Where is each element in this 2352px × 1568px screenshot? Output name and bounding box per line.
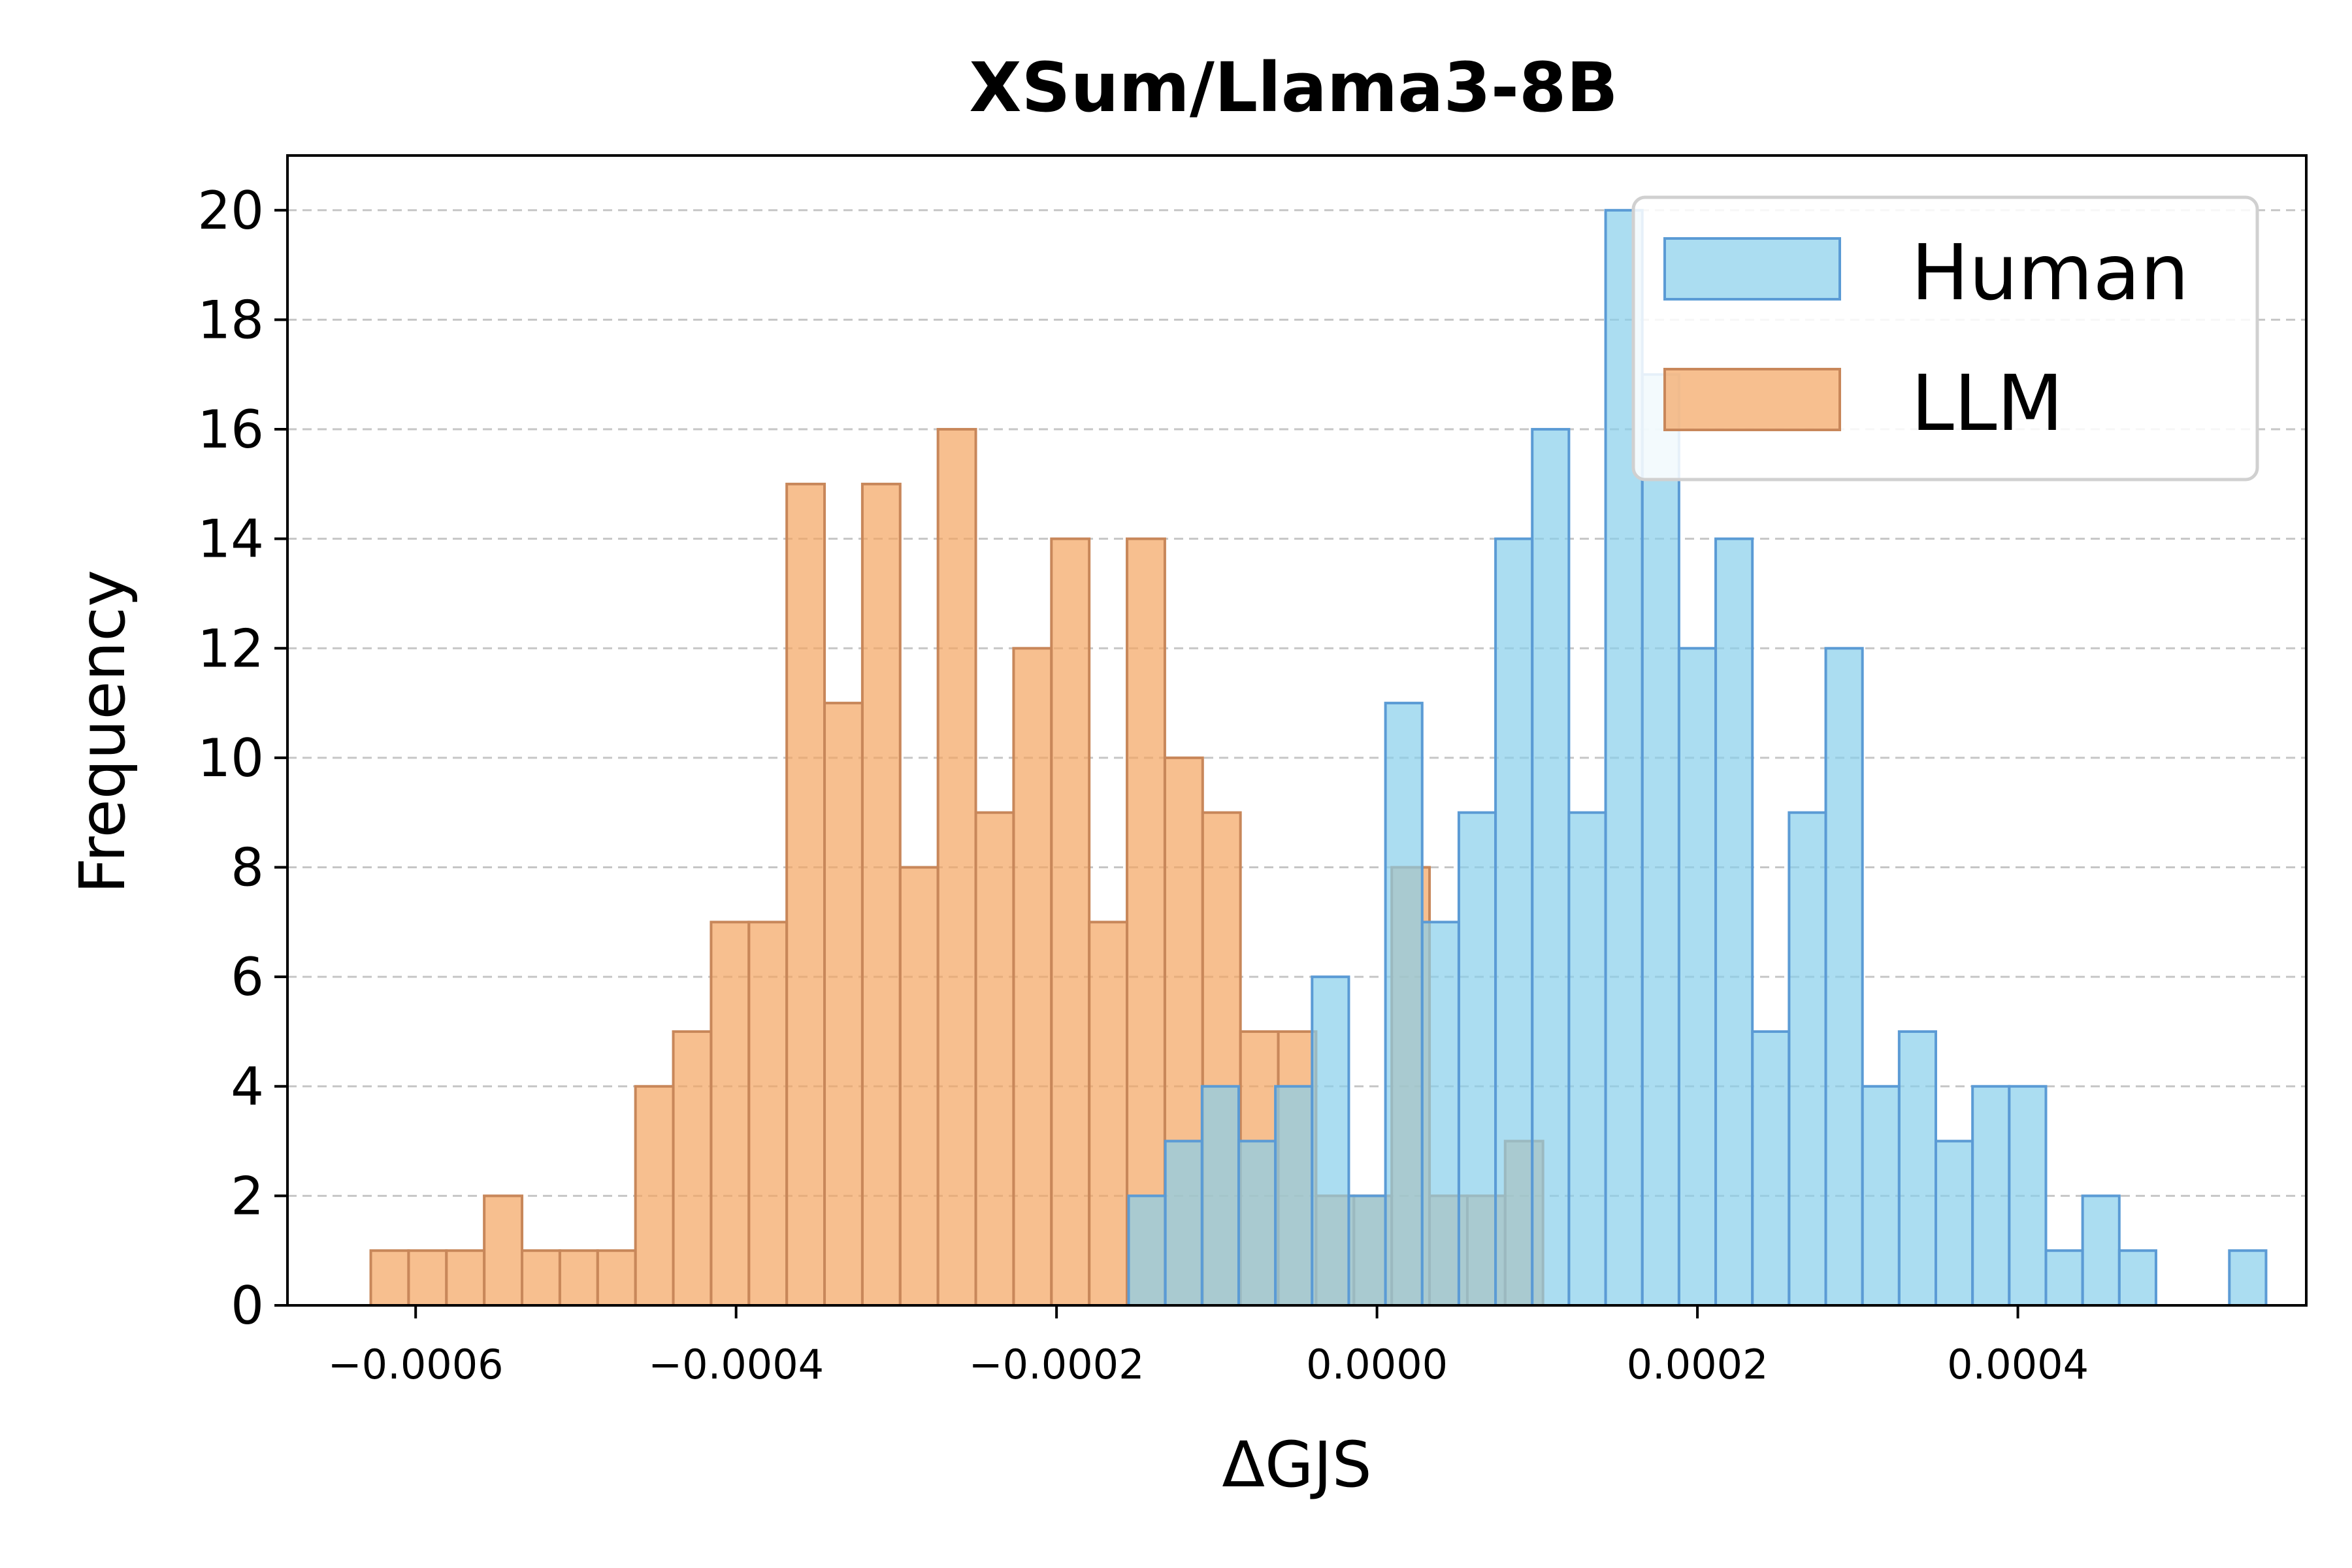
llm-bar	[634, 1085, 675, 1307]
human-bar	[1457, 811, 1497, 1307]
y-tick-label: 4	[231, 1056, 264, 1117]
llm-bar	[747, 921, 789, 1307]
y-tick-label: 10	[197, 728, 264, 789]
llm-bar	[785, 482, 826, 1307]
x-tick-label: 0.0000	[1306, 1341, 1448, 1388]
human-bar	[1935, 1139, 1974, 1307]
x-tick-label: −0.0004	[648, 1341, 824, 1388]
legend: Human LLM	[1631, 195, 2259, 482]
llm-bar	[1050, 537, 1091, 1307]
human-bar	[1861, 1085, 1901, 1307]
llm-bar	[1088, 921, 1129, 1307]
llm-bar	[1126, 537, 1166, 1307]
llm-bar	[860, 482, 902, 1307]
llm-bar	[974, 811, 1015, 1307]
human-bar	[1127, 1194, 1167, 1307]
legend-label-human: Human	[1911, 227, 2189, 318]
human-bar	[1347, 1194, 1387, 1307]
legend-swatch-human	[1663, 237, 1841, 301]
human-bar	[1751, 1030, 1791, 1307]
human-bar	[1384, 702, 1424, 1307]
llm-bar	[936, 428, 977, 1307]
human-bar	[2081, 1194, 2121, 1307]
human-bar	[1824, 647, 1864, 1307]
human-bar	[1714, 537, 1754, 1307]
y-tick-label: 6	[231, 947, 264, 1007]
x-tick-label: −0.0006	[328, 1341, 504, 1388]
x-axis-ticks: −0.0006 −0.0004 −0.0002 0.0000 0.0002 0.0004	[328, 1305, 2089, 1388]
y-tick-label: 0	[231, 1275, 264, 1336]
y-tick-label: 16	[197, 399, 264, 460]
human-bar	[1788, 811, 1827, 1307]
x-tick-label: −0.0002	[969, 1341, 1145, 1388]
llm-bar	[898, 866, 939, 1307]
llm-bar	[407, 1249, 448, 1307]
human-bar	[1971, 1085, 2011, 1307]
human-bar	[1274, 1085, 1314, 1307]
llm-bar	[483, 1194, 524, 1307]
y-tick-label: 2	[231, 1166, 264, 1226]
human-bar	[1567, 811, 1607, 1307]
legend-swatch-llm	[1663, 368, 1841, 431]
y-tick-label: 12	[197, 618, 264, 679]
human-bar	[1200, 1085, 1240, 1307]
llm-bar	[445, 1249, 486, 1307]
human-bar	[1531, 428, 1571, 1307]
y-tick-label: 14	[197, 509, 264, 570]
human-bar	[1311, 975, 1350, 1307]
llm-bar	[596, 1249, 637, 1307]
llm-bar	[823, 702, 864, 1307]
human-bar	[1494, 537, 1534, 1307]
plot-frame	[286, 154, 2308, 1307]
human-bar	[1237, 1139, 1277, 1307]
llm-bar	[558, 1249, 599, 1307]
human-bar	[2228, 1249, 2268, 1307]
human-bar	[1164, 1139, 1203, 1307]
llm-bar	[1012, 647, 1053, 1307]
llm-bar	[672, 1030, 713, 1307]
legend-label-llm: LLM	[1911, 358, 2063, 448]
y-tick-label: 8	[231, 838, 264, 898]
y-tick-label: 18	[197, 289, 264, 350]
human-bar	[2008, 1085, 2048, 1307]
llm-bar	[710, 921, 751, 1307]
x-tick-label: 0.0004	[1947, 1341, 2089, 1388]
human-series-bars	[1127, 208, 2268, 1307]
human-bar	[1420, 921, 1460, 1307]
human-bar	[2044, 1249, 2084, 1307]
llm-bar	[521, 1249, 561, 1307]
chart-title: XSum/Llama3-8B	[969, 48, 1618, 127]
human-bar	[1677, 647, 1718, 1307]
y-tick-label: 20	[197, 180, 264, 241]
human-bar	[2117, 1249, 2157, 1307]
y-axis-label: Frequency	[66, 570, 139, 894]
x-axis-label: ΔGJS	[1222, 1428, 1371, 1501]
llm-bar	[369, 1249, 410, 1307]
y-axis-ticks: 0 2 4 6 8 10 12 14 16 18 20	[197, 180, 287, 1336]
x-tick-label: 0.0002	[1627, 1341, 1769, 1388]
human-bar	[1641, 373, 1680, 1307]
human-bar	[1897, 1030, 1938, 1307]
